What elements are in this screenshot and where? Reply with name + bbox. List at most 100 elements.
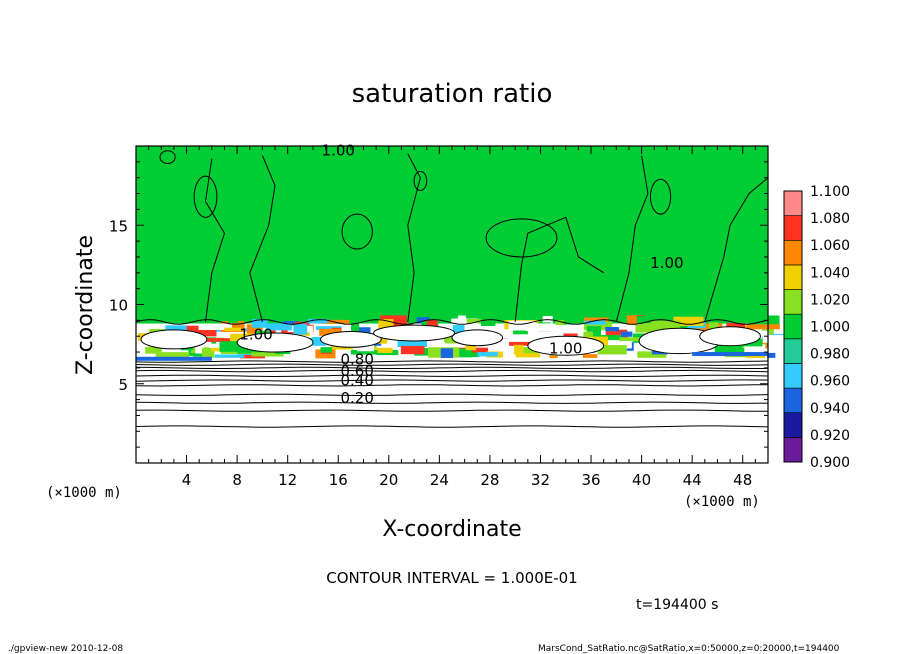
contour-line: [704, 177, 769, 323]
contour-loop: [159, 150, 176, 164]
cloud-cell: [452, 324, 465, 336]
cloud-cell: [145, 346, 162, 354]
cloud-cell: [748, 315, 780, 325]
colorbar-label: 1.060: [810, 238, 850, 254]
contour-line: [135, 409, 769, 412]
contour-line: [135, 401, 769, 404]
time-label: t=194400 s: [636, 597, 718, 613]
contour-label: 1.00: [239, 325, 272, 343]
colorbar-swatch: [783, 313, 803, 340]
saturated-region: [136, 146, 768, 324]
cloud-cell: [638, 323, 648, 332]
x-tick-label: 20: [379, 471, 398, 489]
cloud-base-strip: [692, 352, 768, 357]
contour-label: 0.20: [340, 389, 373, 407]
contour-line: [407, 153, 421, 322]
contour-line: [204, 158, 226, 322]
cloud-cell: [522, 347, 537, 355]
contour-label: 1.00: [650, 254, 683, 272]
footer-left: ./gpview-new 2010-12-08: [8, 644, 123, 654]
x-tick-label: 24: [430, 471, 449, 489]
cloud-cell: [312, 336, 327, 346]
cloud-cell: [375, 347, 393, 353]
colorbar-swatch: [783, 289, 803, 315]
colorbar-swatch: [783, 363, 803, 389]
cloud-cell: [762, 335, 797, 343]
colorbar: 0.900 0.920 0.940 0.960 0.980 1.000 1.020 1.040…: [783, 184, 850, 471]
cloud-cell: [708, 322, 719, 330]
cloud-cell: [508, 320, 536, 331]
cloud-cell: [457, 315, 466, 323]
colorbar-swatch: [783, 190, 803, 216]
cloud-cell: [730, 348, 747, 353]
cloud-white-patch: [140, 329, 208, 350]
x-tick-label: 32: [531, 471, 550, 489]
cloud-cell: [515, 334, 534, 343]
colorbar-frame: [783, 190, 803, 463]
contour-line: [135, 360, 769, 363]
cloud-cell: [357, 344, 375, 352]
contour-label: 0.40: [340, 371, 373, 389]
cloud-cell: [319, 328, 342, 336]
x-tick-label: 36: [581, 471, 600, 489]
cloud-cell: [525, 323, 552, 332]
cloud-cell: [694, 323, 723, 334]
colorbar-label: 1.100: [810, 184, 850, 200]
colorbar-label: 1.000: [810, 320, 850, 336]
cloud-cell: [673, 316, 704, 326]
y-axis-ticks: 5 10 15: [109, 161, 768, 448]
y-tick-label: 10: [109, 297, 128, 315]
cloud-cell: [584, 320, 606, 325]
cloud-cell: [396, 340, 428, 348]
cloud-cell: [380, 315, 407, 326]
cloud-cell: [400, 345, 425, 355]
colorbar-label: 0.960: [810, 374, 850, 390]
contour-lines: [135, 150, 769, 428]
cloud-cell: [515, 353, 541, 358]
cloud-cell: [594, 341, 630, 349]
cloud-cell: [647, 320, 681, 332]
x-tick-label: 40: [632, 471, 651, 489]
contour-label: 0.80: [340, 351, 373, 369]
cloud-cell: [255, 330, 271, 335]
colorbar-swatch: [783, 239, 803, 266]
cloud-white-patch: [320, 330, 382, 348]
cloud-cell: [625, 316, 651, 324]
cloud-cell: [582, 353, 598, 358]
cloud-white-patch: [236, 332, 314, 353]
cloud-cell: [456, 347, 489, 356]
cloud-cell: [477, 352, 498, 357]
cloud-cell: [621, 331, 633, 337]
cloud-cell: [165, 325, 187, 331]
cloud-cell: [506, 330, 528, 335]
cloud-cell: [214, 354, 245, 358]
cloud-cell: [198, 323, 232, 330]
colorbar-label: 1.020: [810, 292, 850, 308]
plot-area: [136, 146, 797, 463]
contour-line: [135, 384, 769, 387]
contour-loop: [193, 175, 218, 218]
cloud-white-patch: [527, 335, 605, 356]
colorbar-label: 0.980: [810, 347, 850, 363]
cloud-base-strip: [136, 356, 212, 361]
contour-loop: [413, 170, 428, 191]
colorbar-label: 1.040: [810, 265, 850, 281]
colorbar-swatch: [783, 387, 803, 414]
cloud-cell: [315, 326, 342, 330]
cloud-cell: [563, 315, 577, 325]
cloud-cell: [155, 352, 190, 358]
contour-interval: CONTOUR INTERVAL = 1.000E-01: [326, 569, 577, 587]
cloud-cell: [714, 345, 743, 355]
cloud-cell: [293, 323, 308, 335]
cloud-cell: [220, 321, 245, 332]
x-tick-label: 8: [232, 471, 242, 489]
contour-line: [514, 216, 604, 322]
contour-line: [135, 366, 769, 369]
cloud-cell: [307, 331, 315, 337]
cloud-cell: [416, 317, 430, 324]
cloud-cell: [265, 323, 292, 331]
cloud-cell: [360, 325, 384, 335]
x-tick-label: 28: [480, 471, 499, 489]
x-unit-right: (×1000 m): [684, 494, 760, 510]
cloud-cell: [619, 337, 642, 342]
